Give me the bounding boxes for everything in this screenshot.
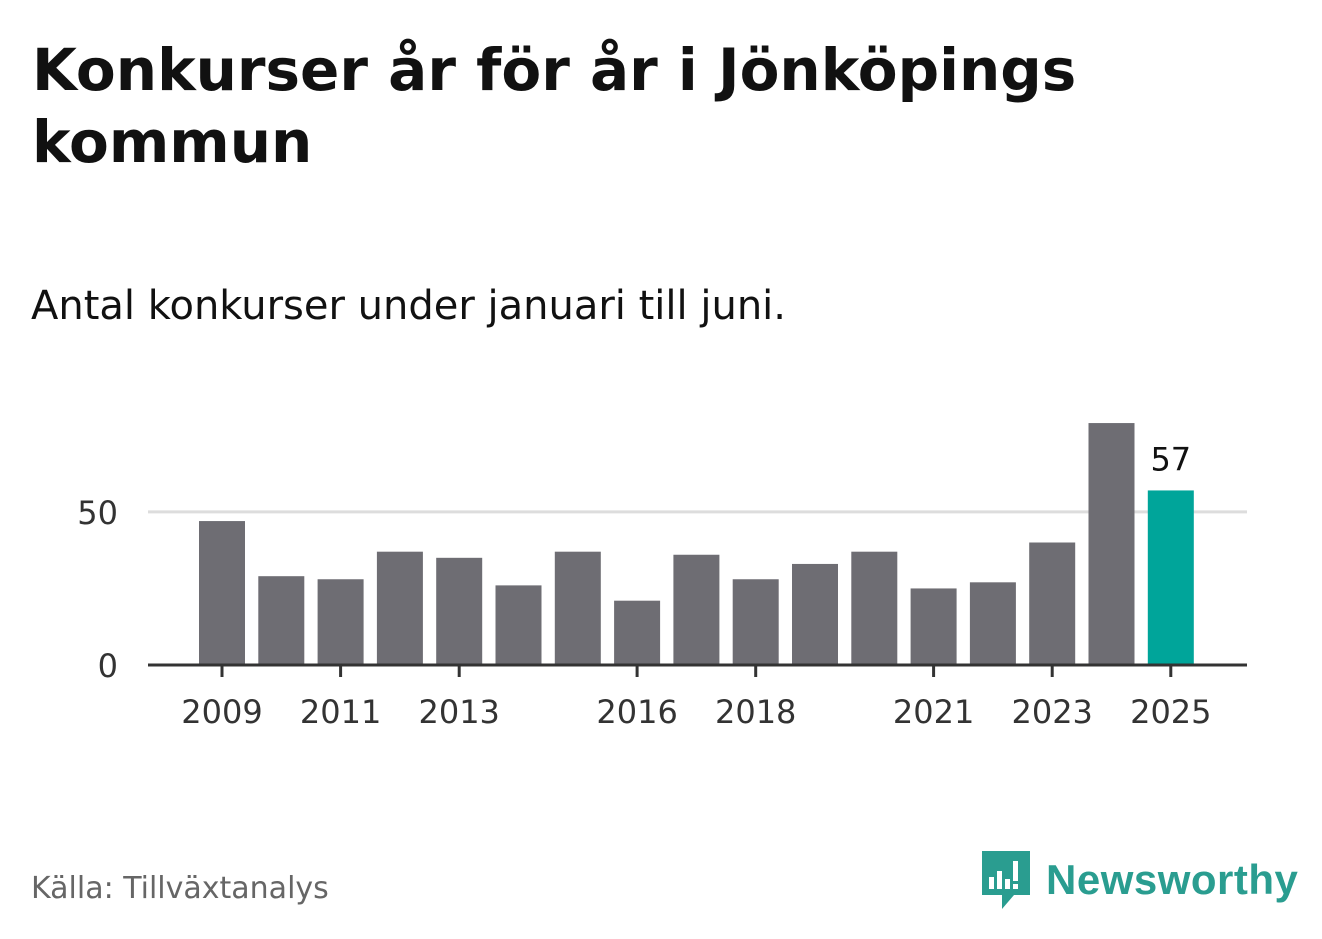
axis-layer bbox=[148, 663, 1247, 677]
x-tick-label: 2009 bbox=[181, 693, 262, 731]
bar-2024[interactable] bbox=[1088, 423, 1135, 665]
chart-title: Konkurser år för år i Jönköpings kommun bbox=[32, 36, 1077, 176]
bar-2014[interactable] bbox=[495, 585, 542, 665]
x-tick-label: 2013 bbox=[418, 693, 499, 731]
bar-2016[interactable] bbox=[614, 600, 661, 665]
x-tick-label: 2016 bbox=[596, 693, 677, 731]
bar-2013[interactable] bbox=[436, 557, 483, 665]
label-layer: 0 50 57 2009 2011 2013 2016 2018 2021 2023 2025 bbox=[77, 440, 1211, 731]
bar-2023[interactable] bbox=[1029, 542, 1076, 666]
chart-subtitle: Antal konkurser under januari till juni. bbox=[31, 283, 786, 329]
x-tick-label: 2018 bbox=[715, 693, 796, 731]
brand-name: Newsworthy bbox=[1046, 856, 1299, 903]
bar-2019[interactable] bbox=[792, 563, 838, 665]
bar-2015[interactable] bbox=[554, 551, 601, 665]
x-tick-label: 2011 bbox=[300, 693, 381, 731]
data-label-2025: 57 bbox=[1150, 440, 1191, 478]
bar-2022[interactable] bbox=[969, 582, 1016, 665]
x-tick-label: 2021 bbox=[893, 693, 974, 731]
bar-chart: 0 50 57 2009 2011 2013 2016 2018 2021 2023 2025 bbox=[77, 423, 1247, 731]
y-tick-label: 0 bbox=[98, 647, 118, 685]
bar-2010[interactable] bbox=[258, 576, 305, 665]
bar-2021[interactable] bbox=[910, 588, 957, 665]
x-tick-label: 2025 bbox=[1130, 693, 1211, 731]
bar-2017[interactable] bbox=[673, 554, 720, 665]
bar-2009[interactable] bbox=[199, 521, 245, 665]
bar-2012[interactable] bbox=[376, 551, 423, 665]
y-tick-label: 50 bbox=[77, 494, 118, 532]
newsworthy-logo-icon bbox=[982, 851, 1030, 909]
bar-2020[interactable] bbox=[851, 551, 898, 665]
brand-logo[interactable]: Newsworthy bbox=[980, 848, 1298, 912]
bar-2025[interactable] bbox=[1147, 490, 1194, 665]
source-note: Källa: Tillväxtanalys bbox=[31, 871, 329, 906]
bar-layer bbox=[199, 423, 1194, 665]
bar-2011[interactable] bbox=[317, 579, 364, 665]
bar-2018[interactable] bbox=[732, 579, 779, 665]
x-tick-label: 2023 bbox=[1011, 693, 1092, 731]
